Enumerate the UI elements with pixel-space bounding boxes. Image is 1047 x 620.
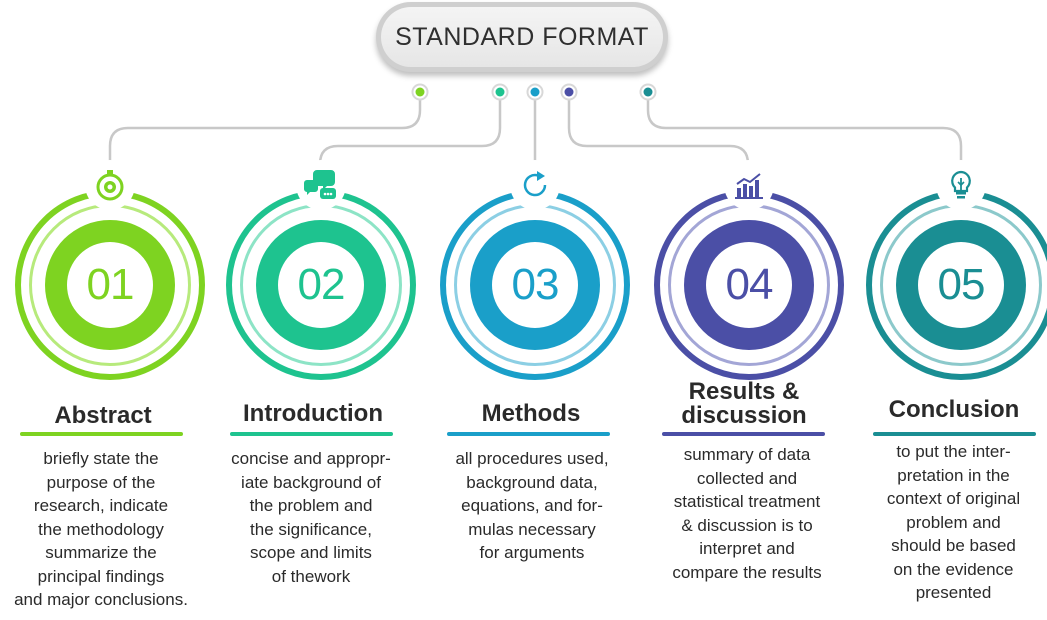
- step-01-underline: [20, 432, 183, 436]
- step-02-heading: Introduction: [243, 400, 383, 427]
- step-03-description: all procedures used, background data, eq…: [455, 449, 609, 562]
- bar-chart-icon: [724, 160, 774, 210]
- connector-05: [646, 92, 963, 190]
- step-01-number: 01: [67, 242, 153, 328]
- step-03-heading: Methods: [481, 400, 581, 427]
- connector-02: [318, 92, 502, 190]
- step-02-description: concise and appropr- iate background of …: [231, 449, 391, 586]
- connector-dot-02-fill: [495, 87, 505, 97]
- step-03-underline: [447, 432, 610, 436]
- step-02-circle: 02: [226, 160, 416, 380]
- step-05-number: 05: [918, 242, 1004, 328]
- connector-dot-03-fill: [530, 87, 540, 97]
- connector-dot-04-fill: [564, 87, 574, 97]
- step-01-circle: 01: [15, 160, 205, 380]
- step-04-heading: Results & discussion: [681, 378, 807, 429]
- step-04-underline: [662, 432, 825, 436]
- step-01-description: briefly state the purpose of the researc…: [14, 449, 188, 609]
- connector-04: [567, 92, 750, 190]
- step-05-heading: Conclusion: [888, 396, 1020, 423]
- step-04-circle: 04: [654, 160, 844, 380]
- page-title: STANDARD FORMAT: [381, 7, 663, 67]
- step-05-underline: [873, 432, 1036, 436]
- connector-dot-05-fill: [643, 87, 653, 97]
- gear-stopwatch-icon: [85, 160, 135, 210]
- chat-bubbles-icon: [296, 160, 346, 210]
- light-bulb-icon: [936, 160, 986, 210]
- title-pill: STANDARD FORMAT: [376, 2, 668, 72]
- step-02-underline: [230, 432, 393, 436]
- connector-dot-01-fill: [415, 87, 425, 97]
- step-04-number: 04: [706, 242, 792, 328]
- step-02-number: 02: [278, 242, 364, 328]
- connector-01: [108, 92, 422, 190]
- step-05-description: to put the inter- pretation in the conte…: [886, 442, 1021, 602]
- step-05-circle: 05: [866, 160, 1047, 380]
- step-04-description: summary of data collected and statistica…: [672, 445, 822, 582]
- step-03-number: 03: [492, 242, 578, 328]
- step-03-circle: 03: [440, 160, 630, 380]
- refresh-arrow-icon: [510, 160, 560, 210]
- step-01-heading: Abstract: [54, 402, 152, 429]
